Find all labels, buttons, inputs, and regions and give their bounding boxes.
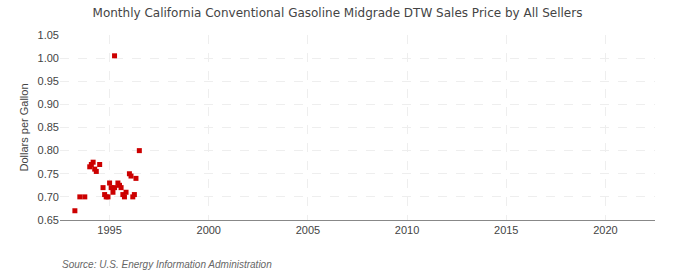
svg-text:0.65: 0.65 bbox=[38, 214, 59, 226]
svg-text:1.00: 1.00 bbox=[38, 52, 59, 64]
svg-text:2010: 2010 bbox=[395, 224, 419, 236]
svg-text:0.95: 0.95 bbox=[38, 75, 59, 87]
svg-text:Dollars per Gallon: Dollars per Gallon bbox=[18, 83, 30, 171]
svg-text:0.70: 0.70 bbox=[38, 191, 59, 203]
svg-text:0.90: 0.90 bbox=[38, 98, 59, 110]
svg-text:0.85: 0.85 bbox=[38, 121, 59, 133]
svg-text:Monthly California Conventiona: Monthly California Conventional Gasoline… bbox=[93, 6, 583, 20]
svg-text:Source: U.S. Energy Informatio: Source: U.S. Energy Information Administ… bbox=[62, 259, 272, 270]
svg-text:1995: 1995 bbox=[97, 224, 121, 236]
svg-text:2000: 2000 bbox=[197, 224, 221, 236]
svg-text:2020: 2020 bbox=[593, 224, 617, 236]
svg-text:2005: 2005 bbox=[296, 224, 320, 236]
svg-text:0.80: 0.80 bbox=[38, 144, 59, 156]
svg-text:2015: 2015 bbox=[494, 224, 518, 236]
svg-text:1.05: 1.05 bbox=[38, 29, 59, 41]
svg-text:0.75: 0.75 bbox=[38, 168, 59, 180]
